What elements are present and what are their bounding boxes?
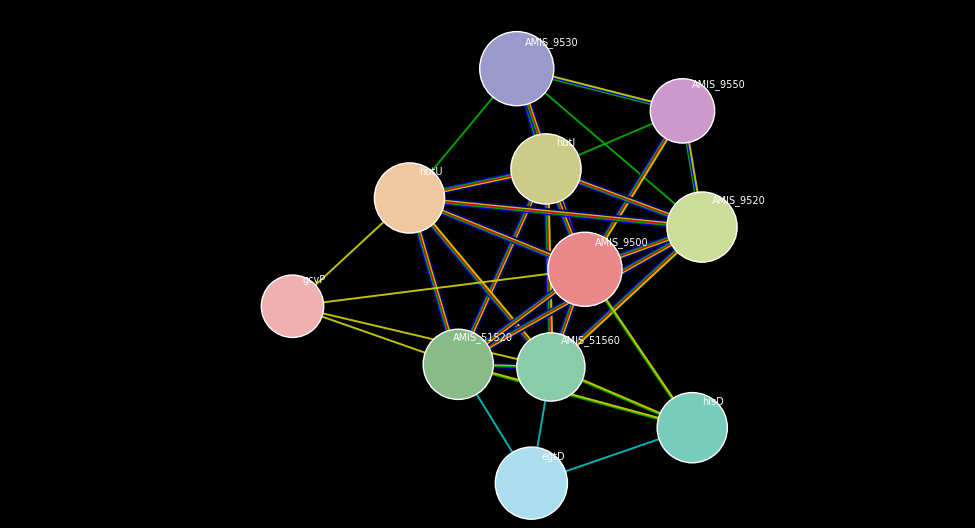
Text: AMIS_51520: AMIS_51520: [453, 332, 514, 343]
Ellipse shape: [495, 447, 567, 519]
Ellipse shape: [650, 79, 715, 143]
Text: egtD: egtD: [541, 452, 565, 462]
Ellipse shape: [517, 333, 585, 401]
Text: AMIS_51560: AMIS_51560: [561, 335, 620, 346]
Ellipse shape: [423, 329, 493, 399]
Ellipse shape: [657, 393, 727, 463]
Text: AMIS_9550: AMIS_9550: [692, 79, 746, 90]
Ellipse shape: [374, 163, 445, 233]
Text: AMIS_9500: AMIS_9500: [595, 237, 648, 248]
Text: AMIS_9530: AMIS_9530: [525, 36, 578, 48]
Text: hisD: hisD: [702, 397, 723, 407]
Ellipse shape: [511, 134, 581, 204]
Text: gcvP: gcvP: [302, 275, 326, 285]
Ellipse shape: [667, 192, 737, 262]
Text: AMIS_9520: AMIS_9520: [712, 195, 765, 206]
Text: hutI: hutI: [556, 138, 575, 148]
Ellipse shape: [480, 32, 554, 106]
Text: hutU: hutU: [419, 167, 443, 177]
Ellipse shape: [548, 232, 622, 306]
Ellipse shape: [261, 275, 324, 337]
